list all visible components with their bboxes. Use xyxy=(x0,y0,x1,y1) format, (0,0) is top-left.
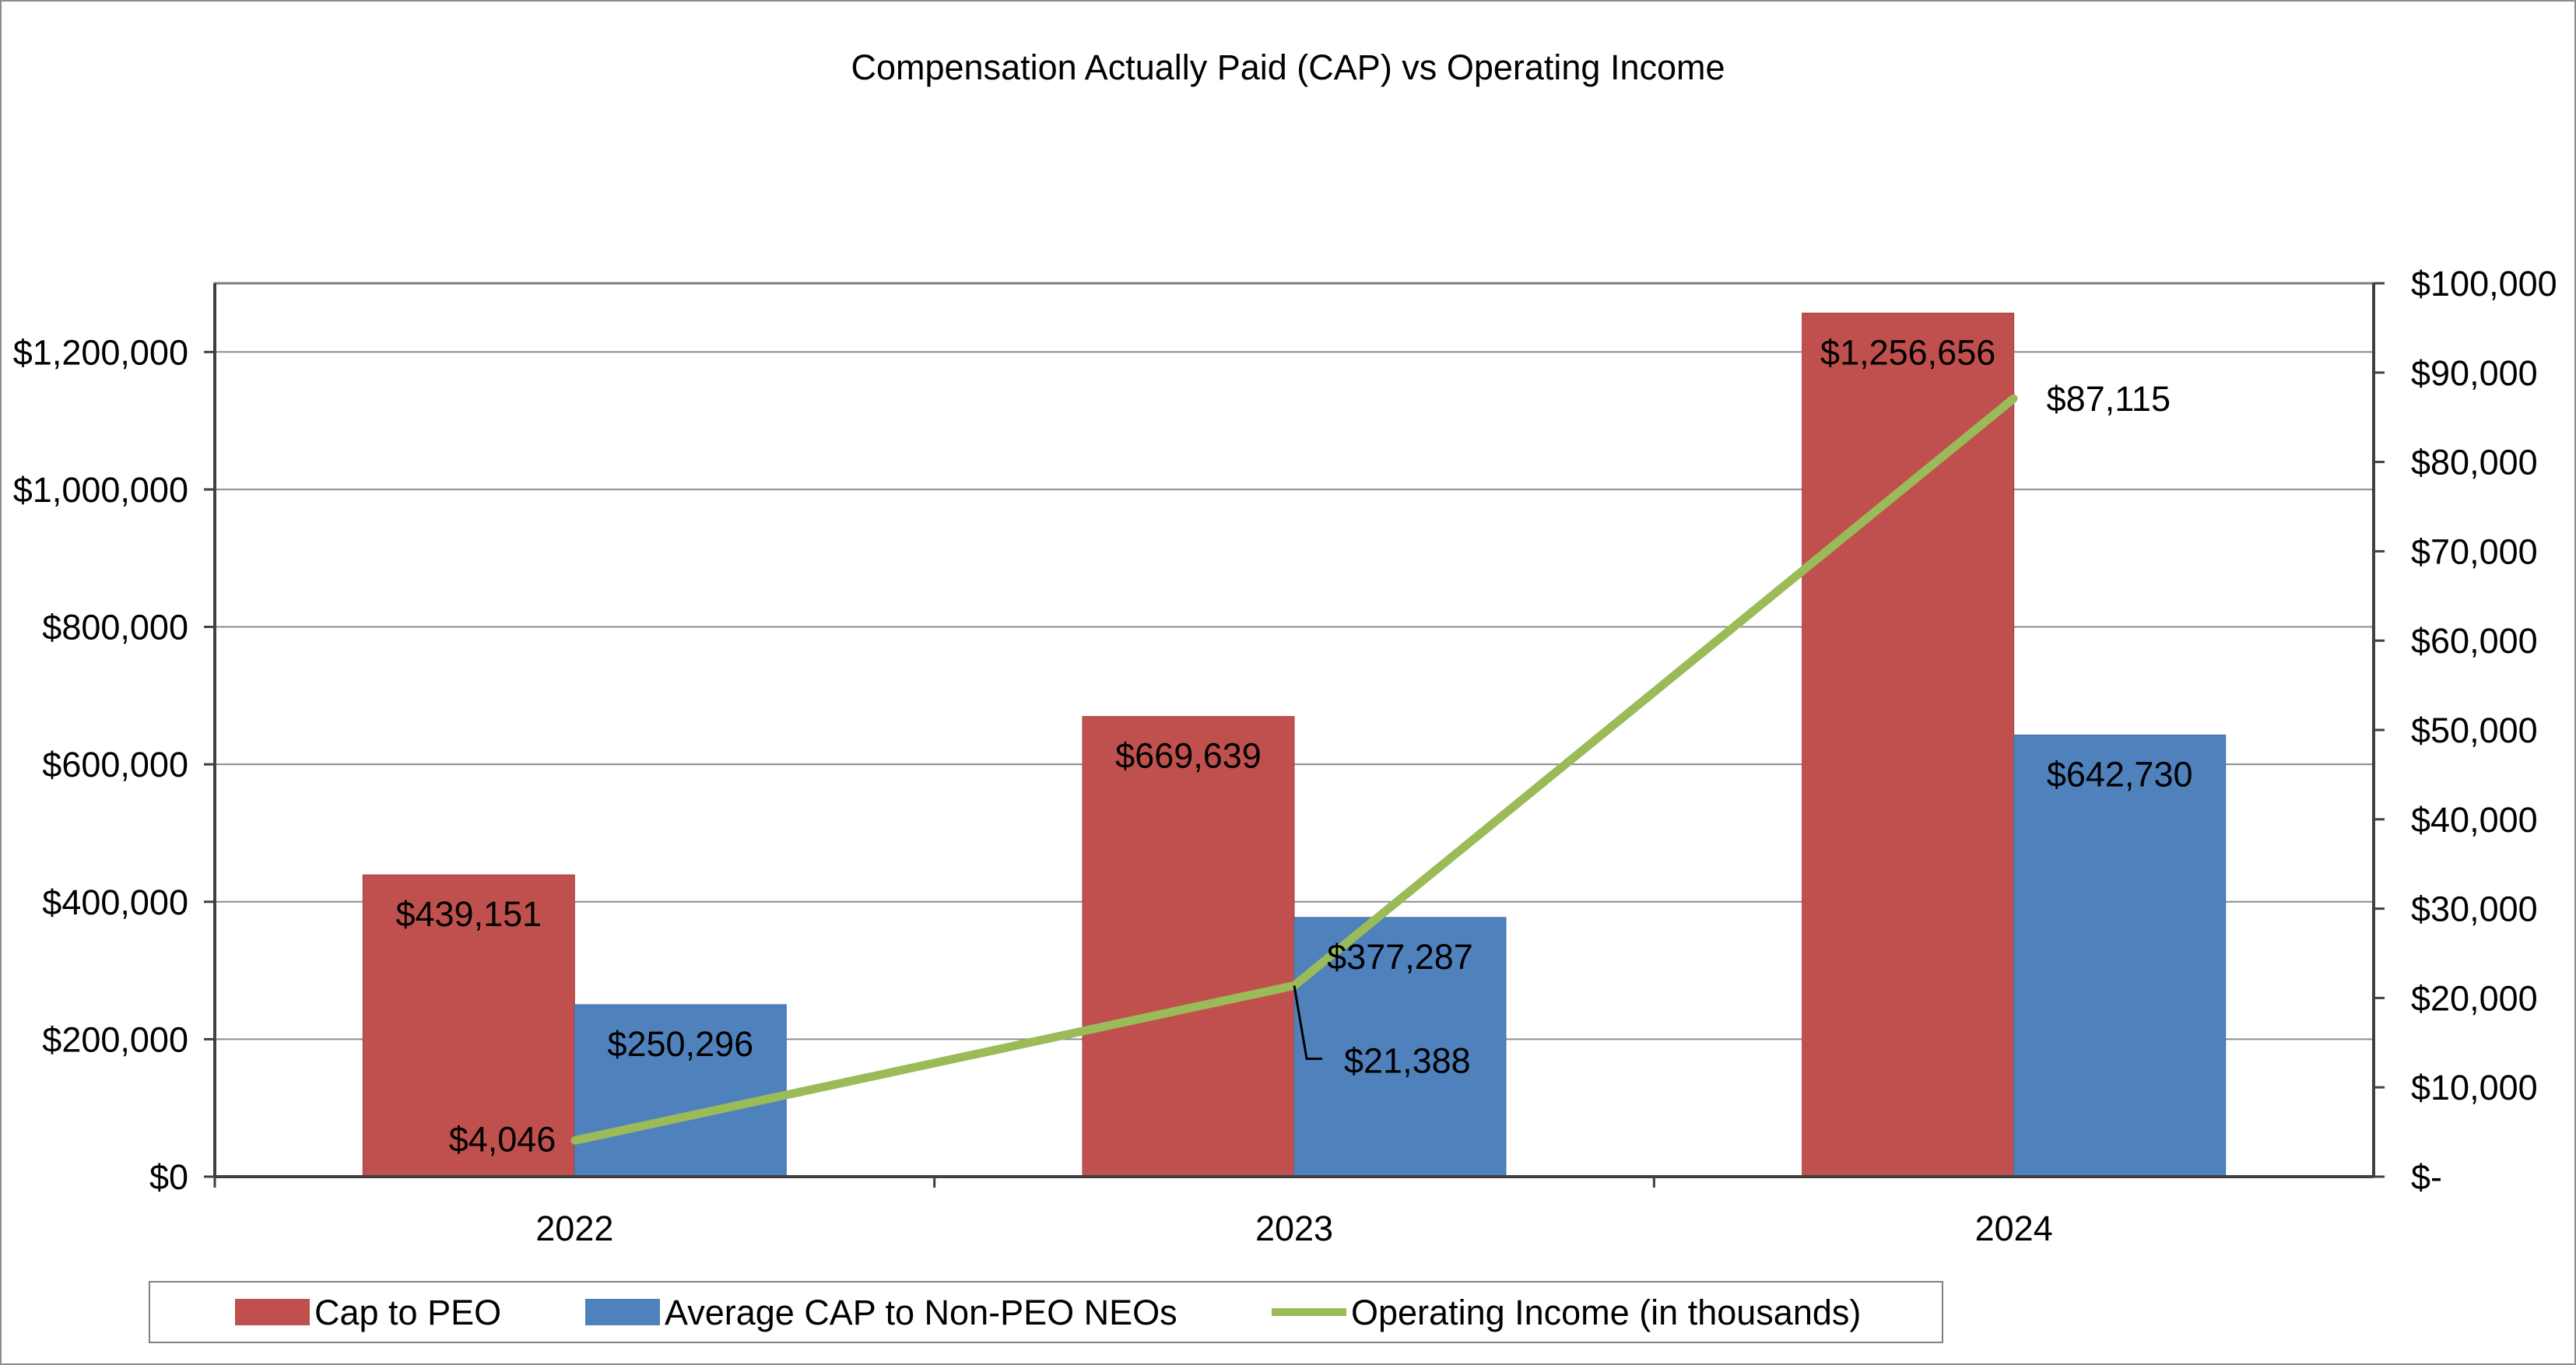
legend: Cap to PEO Average CAP to Non-PEO NEOs Ope… xyxy=(149,1281,1943,1343)
y-right-tick-label: $10,000 xyxy=(2411,1068,2538,1107)
y-right-tick-label: $80,000 xyxy=(2411,443,2538,482)
data-label-operating-income: $21,388 xyxy=(1344,1040,1471,1080)
x-tick-label: 2024 xyxy=(1975,1209,2053,1248)
data-label-cap-to-peo: $1,256,656 xyxy=(1820,332,1995,372)
y-right-tick-label: $70,000 xyxy=(2411,532,2538,571)
data-label-cap-to-peo: $439,151 xyxy=(395,894,542,934)
data-labels: $439,151 $669,639 $1,256,656 $250,296 $377,2… xyxy=(395,332,2192,1159)
data-label-operating-income: $4,046 xyxy=(449,1120,556,1160)
legend-label-cap-to-peo: Cap to PEO xyxy=(314,1293,501,1332)
data-label-average-cap-to-non-peo-neos: $377,287 xyxy=(1327,937,1473,977)
y-right-tick-label: $90,000 xyxy=(2411,353,2538,393)
y-right-tick-label: $- xyxy=(2411,1157,2442,1197)
bar-cap-to-peo-2023 xyxy=(1082,716,1295,1177)
y-left-tick-label: $600,000 xyxy=(42,745,188,784)
y-left-tick-label: $400,000 xyxy=(42,883,188,922)
legend-label-average-cap-to-non-peo-neos: Average CAP to Non-PEO NEOs xyxy=(665,1293,1177,1332)
y-left-tick-label: $1,200,000 xyxy=(13,332,188,372)
x-tick-label: 2023 xyxy=(1255,1209,1333,1248)
legend-swatch-average-cap-to-non-peo-neos xyxy=(585,1299,660,1325)
y-right-tick-label: $50,000 xyxy=(2411,711,2538,750)
axes: $0 $200,000 $400,000 $600,000 $800,000 $1,000… xyxy=(13,264,2557,1248)
y-right-tick-label: $60,000 xyxy=(2411,621,2538,661)
operating-income-point xyxy=(570,1136,579,1145)
label-leader-line xyxy=(1293,985,1322,1060)
y-right-tick-label: $30,000 xyxy=(2411,890,2538,929)
chart-title: Compensation Actually Paid (CAP) vs Oper… xyxy=(851,47,1725,87)
y-left-tick-label: $0 xyxy=(149,1157,188,1197)
data-label-operating-income: $87,115 xyxy=(2047,379,2171,419)
operating-income-point xyxy=(2009,394,2018,402)
legend-label-operating-income-in-thousands: Operating Income (in thousands) xyxy=(1351,1293,1861,1332)
data-label-cap-to-peo: $669,639 xyxy=(1115,736,1262,776)
y-right-tick-label: $40,000 xyxy=(2411,800,2538,840)
bar-average-cap-to-non-peo-neos-2024 xyxy=(2013,734,2227,1177)
y-left-tick-label: $800,000 xyxy=(42,608,188,647)
legend-box xyxy=(149,1281,1943,1343)
bars xyxy=(362,312,2227,1177)
data-label-average-cap-to-non-peo-neos: $642,730 xyxy=(2047,754,2193,794)
bar-cap-to-peo-2022 xyxy=(362,874,575,1177)
y-right-tick-label: $100,000 xyxy=(2411,264,2557,304)
y-right-tick-label: $20,000 xyxy=(2411,978,2538,1018)
data-label-average-cap-to-non-peo-neos: $250,296 xyxy=(607,1024,753,1064)
bar-cap-to-peo-2024 xyxy=(1802,312,2015,1177)
x-tick-label: 2022 xyxy=(535,1209,613,1248)
y-left-tick-label: $200,000 xyxy=(42,1019,188,1059)
legend-swatch-cap-to-peo xyxy=(235,1299,310,1325)
y-left-tick-label: $1,000,000 xyxy=(13,470,188,510)
